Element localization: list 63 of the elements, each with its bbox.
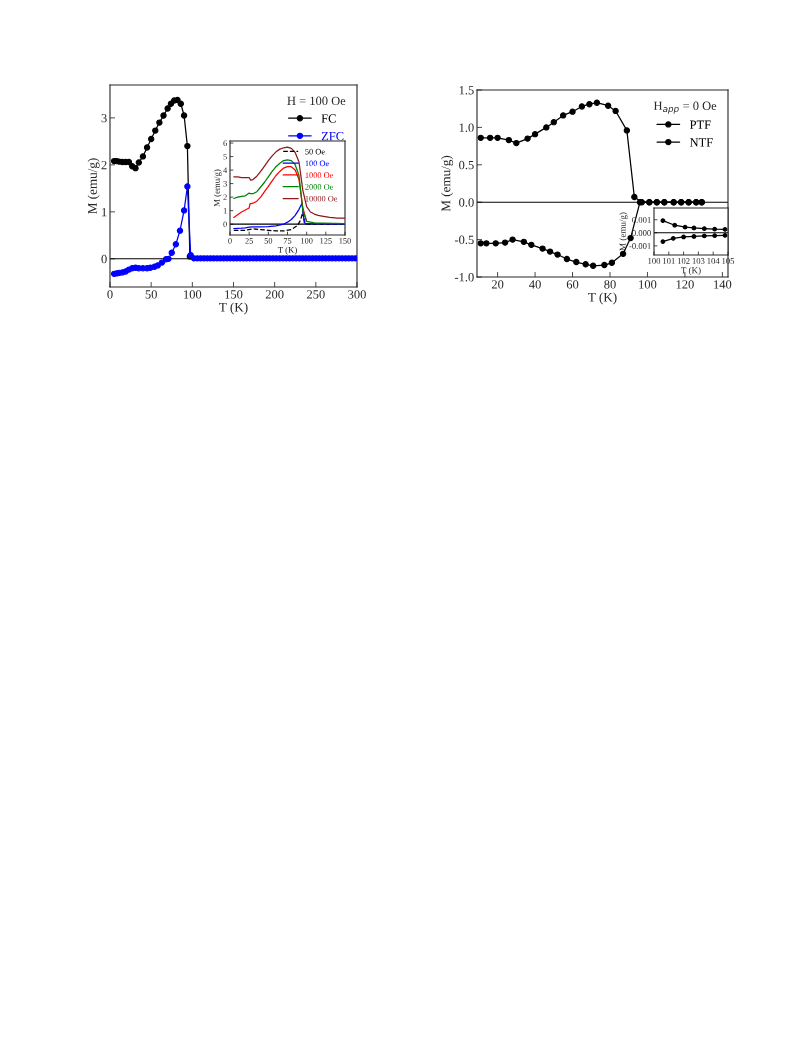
x-tick-label: 103 (692, 258, 705, 264)
y-tick-label: -0.001 (629, 243, 651, 249)
x-tick-label: 50 (145, 290, 157, 299)
x-tick-label: 200 (265, 290, 284, 299)
legend-title: H = 100 Oe (287, 96, 346, 106)
x-tick-label: 150 (339, 238, 351, 244)
legend-label: NTF (689, 138, 713, 147)
y-tick-label: 3 (223, 180, 227, 187)
y-tick-label: 1.5 (459, 86, 474, 95)
x-tick-label: 100 (184, 290, 202, 299)
y-tick-label: -1.0 (454, 273, 474, 282)
y-tick-label: 2 (223, 194, 227, 201)
x-tick-label: 150 (225, 290, 243, 299)
y-axis-title: M (emu/g) (619, 212, 628, 251)
x-tick-label: 75 (283, 238, 292, 244)
x-tick-label: 300 (348, 290, 366, 299)
legend-label: 2000 Oe (305, 184, 334, 190)
legend-label: 50 Oe (305, 148, 325, 155)
y-tick-label: 1 (102, 207, 107, 217)
x-tick-label: 60 (566, 280, 579, 289)
y-tick-label: 1.0 (459, 123, 474, 132)
x-tick-label: 25 (245, 238, 254, 244)
legend-label: 100 Oe (305, 160, 329, 167)
y-axis-title: M (emu/g) (87, 158, 100, 214)
legend-title: H$_{app}$ = 0 Oe (653, 101, 717, 114)
x-tick-label: 100 (648, 258, 661, 264)
y-tick-label: 0 (223, 221, 227, 228)
x-tick-label: 0 (228, 238, 232, 244)
y-axis-title: M (emu/g) (213, 169, 222, 207)
y-axis-title: M (emu/g) (441, 155, 454, 212)
x-tick-label: 140 (714, 280, 732, 289)
x-tick-label: 250 (307, 290, 325, 299)
legend-label: FC (321, 114, 336, 123)
y-tick-label: 4 (223, 167, 228, 173)
legend-label: ZFC (321, 131, 344, 141)
y-tick-label: 0.0 (459, 198, 474, 207)
legend-label: 10000 Oe (305, 195, 338, 202)
x-axis-title: T (K) (219, 302, 248, 315)
y-tick-label: 0.000 (632, 230, 651, 236)
y-tick-label: 1 (223, 208, 227, 214)
x-tick-label: 40 (529, 280, 541, 289)
x-tick-label: 102 (677, 258, 690, 264)
x-tick-label: 104 (707, 258, 720, 264)
x-tick-label: 120 (676, 280, 694, 289)
x-tick-label: 0 (107, 290, 113, 299)
y-tick-label: 0.5 (459, 160, 474, 170)
legend-label: PTF (689, 120, 711, 129)
x-axis-title: T (K) (681, 266, 701, 276)
x-axis-title: T (K) (277, 246, 297, 255)
x-tick-label: 20 (491, 280, 504, 289)
x-tick-label: 100 (639, 280, 657, 289)
y-tick-label: -0.5 (454, 235, 474, 245)
x-tick-label: 125 (320, 238, 332, 244)
y-tick-label: 3 (101, 113, 107, 123)
y-tick-label: 2 (101, 160, 107, 170)
y-tick-label: 5 (223, 153, 227, 160)
x-tick-label: 50 (264, 238, 273, 244)
x-tick-label: 80 (604, 280, 616, 289)
x-tick-label: 100 (301, 238, 313, 244)
x-tick-label: 101 (663, 258, 675, 264)
y-tick-label: 6 (223, 140, 227, 146)
legend-label: 1000 Oe (305, 172, 334, 178)
x-axis-title: T (K) (588, 292, 617, 305)
